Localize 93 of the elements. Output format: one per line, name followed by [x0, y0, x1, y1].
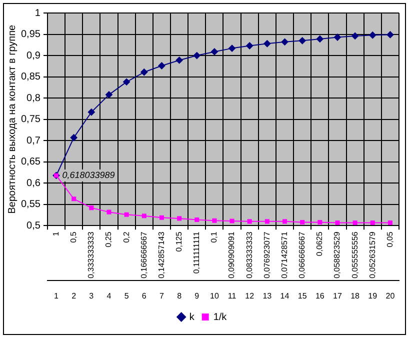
point	[247, 219, 252, 224]
legend-label: 1/k	[213, 312, 228, 323]
point	[140, 68, 148, 76]
point	[193, 52, 200, 60]
point	[176, 56, 183, 64]
y-tick-label: 1	[34, 8, 41, 19]
x2-tick-label: 9	[194, 291, 200, 300]
point	[335, 220, 340, 225]
y-tick-label: 0,65	[20, 156, 41, 168]
x2-tick-label: 5	[124, 291, 130, 300]
y-tick-label: 0,85	[20, 72, 41, 83]
point	[282, 219, 288, 224]
legend-label: k	[189, 312, 196, 323]
point	[212, 218, 217, 223]
y-tick-label: 0,8	[26, 92, 41, 104]
x2-tick-label: 13	[262, 291, 272, 300]
x2-tick-label: 12	[245, 291, 255, 300]
point	[334, 34, 341, 41]
point	[70, 134, 78, 142]
point	[88, 108, 95, 116]
x2-tick-label: 8	[177, 291, 182, 300]
x2-tick-label: 7	[159, 291, 164, 300]
x2-tick-label: 14	[280, 291, 290, 300]
point	[123, 78, 130, 86]
x-tick-label: 0,111111111	[192, 231, 202, 274]
x-tick-label: 0,125	[174, 231, 184, 252]
x-tick-label: 0,090909091	[227, 231, 236, 278]
x-tick-label: 0,25	[104, 231, 114, 248]
x2-tick-label: 1	[54, 291, 60, 300]
point	[298, 37, 306, 44]
x2-tick-label: 3	[89, 291, 94, 300]
point	[89, 206, 94, 210]
point	[72, 196, 76, 202]
point	[318, 220, 322, 225]
point	[369, 32, 376, 39]
point	[210, 48, 218, 56]
x2-tick-label: 18	[350, 291, 360, 300]
x2-tick-label: 6	[142, 291, 147, 300]
x2-tick-label: 10	[210, 291, 220, 300]
point	[316, 35, 324, 42]
point	[352, 220, 358, 225]
point	[246, 42, 254, 50]
x2-tick-label: 16	[315, 291, 325, 300]
x2-tick-label: 19	[368, 291, 378, 300]
point	[124, 212, 129, 217]
point	[352, 32, 359, 40]
point	[264, 219, 270, 224]
x-tick-label: 0,076923077	[262, 231, 272, 278]
x-tick-label: 0,058823529	[332, 231, 342, 278]
x-tick-label: 0,166666667	[139, 231, 148, 278]
x-tick-label: 0,066666667	[298, 231, 307, 278]
y-tick-label: 0,75	[20, 114, 41, 126]
x-tick-label: 0,333333333	[86, 231, 96, 278]
x2-tick-label: 17	[333, 291, 342, 300]
point	[159, 215, 164, 220]
point	[194, 217, 200, 222]
x-tick-label: 1	[51, 231, 60, 236]
y-tick-label: 0,9	[26, 50, 41, 62]
x-tick-label: 0,052631579	[368, 231, 377, 278]
point	[106, 210, 112, 214]
y-tick-label: 0,7	[26, 135, 41, 146]
x2-tick-label: 11	[228, 291, 237, 300]
point	[300, 220, 305, 225]
point	[228, 44, 236, 52]
x2-tick-label: 4	[106, 291, 112, 300]
point	[370, 220, 375, 225]
point	[105, 91, 112, 98]
x2-tick-label: 15	[298, 291, 308, 300]
point	[142, 214, 146, 218]
point	[264, 40, 271, 48]
x-tick-label: 0,055555556	[350, 231, 360, 278]
y-axis-title: Вероятность выхода на контакт в группе	[6, 24, 18, 214]
y-tick-label: 0,55	[20, 199, 41, 210]
x2-tick-label: 2	[72, 291, 77, 300]
x2-tick-label: 20	[386, 291, 396, 300]
annotation: 0,618033989	[62, 170, 115, 180]
point	[281, 38, 288, 46]
point	[177, 216, 182, 221]
x-tick-label: 0,083333333	[244, 231, 254, 278]
x-tick-label: 0,2	[122, 231, 131, 243]
point	[386, 31, 394, 38]
point	[230, 218, 234, 224]
x-tick-label: 0,0625	[315, 231, 324, 256]
point	[388, 220, 392, 225]
point	[158, 62, 166, 70]
y-tick-label: 0,5	[26, 220, 41, 232]
y-tick-label: 0,6	[26, 178, 41, 189]
x-tick-label: 0,071428571	[280, 231, 289, 278]
x-tick-label: 0,1	[210, 231, 219, 243]
x-tick-label: 0,5	[69, 231, 78, 243]
x-tick-label: 0,142857143	[156, 231, 166, 278]
y-tick-label: 0,95	[20, 29, 41, 40]
x-tick-label: 0,05	[385, 231, 394, 248]
